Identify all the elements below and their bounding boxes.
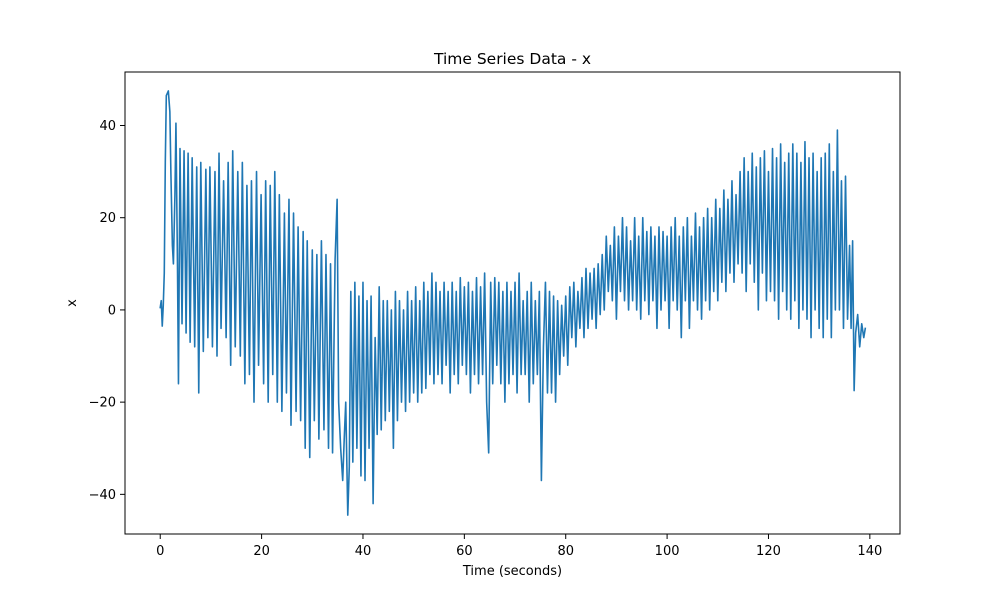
y-tick-label: 40 [99, 119, 116, 134]
x-tick-label: 0 [156, 544, 164, 559]
chart-title: Time Series Data - x [433, 50, 591, 68]
x-tick-label: 40 [355, 544, 372, 559]
x-tick-label: 120 [756, 544, 781, 559]
x-tick-label: 60 [456, 544, 473, 559]
x-tick-label: 140 [857, 544, 882, 559]
y-tick-label: 20 [99, 211, 116, 226]
x-tick-label: 100 [655, 544, 680, 559]
x-tick-label: 80 [557, 544, 574, 559]
x-tick-label: 20 [253, 544, 270, 559]
x-axis-label: Time (seconds) [462, 564, 562, 579]
y-tick-label: −40 [89, 488, 116, 503]
y-tick-label: 0 [108, 303, 116, 318]
y-tick-label: −20 [89, 396, 116, 411]
y-axis-label: x [65, 299, 80, 307]
